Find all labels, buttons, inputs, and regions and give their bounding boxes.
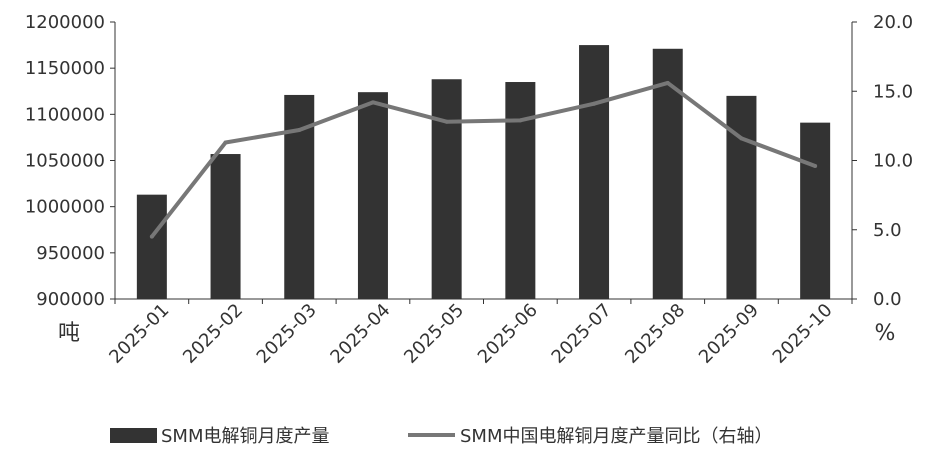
right-axis-ticks: 0.0 5.0 10.0 15.0 20.0	[852, 12, 913, 310]
left-axis-ticks: 900000 950000 1000000 1050000 1100000 1150000…	[25, 12, 115, 310]
x-tick-label: 2025-04	[326, 300, 394, 368]
bar	[800, 122, 831, 299]
right-tick-label: 10.0	[873, 151, 913, 172]
left-tick-label: 1150000	[25, 58, 105, 79]
bar	[210, 154, 241, 299]
x-tick-label: 2025-01	[105, 300, 173, 368]
x-tick-label: 2025-09	[695, 300, 763, 368]
legend-bar-swatch	[110, 428, 157, 443]
right-axis-unit-label: %	[875, 321, 896, 346]
left-axis-unit-label: 吨	[58, 321, 80, 346]
line-point	[444, 119, 449, 124]
left-tick-label: 1000000	[25, 197, 105, 218]
x-axis-ticks: 2025-01 2025-02 2025-03 2025-04 2025-05 2025-…	[105, 299, 853, 368]
line-point	[370, 100, 375, 105]
x-tick-label: 2025-07	[548, 300, 616, 368]
left-tick-label: 1050000	[25, 151, 105, 172]
bar	[726, 95, 757, 299]
line-point	[592, 101, 597, 106]
line-point	[518, 118, 523, 123]
x-tick-label: 2025-03	[253, 300, 321, 368]
bar-series	[136, 45, 831, 300]
line-point	[813, 164, 818, 169]
legend-bar-label: SMM电解铜月度产量	[161, 426, 330, 447]
left-tick-label: 1200000	[25, 12, 105, 33]
x-tick-label: 2025-10	[769, 300, 837, 368]
line-point	[149, 234, 154, 239]
left-tick-label: 900000	[36, 289, 105, 310]
left-tick-label: 1100000	[25, 104, 105, 125]
right-tick-label: 20.0	[873, 12, 913, 33]
line-point	[665, 80, 670, 85]
right-tick-label: 0.0	[873, 289, 902, 310]
bar	[579, 45, 610, 300]
line-point	[223, 140, 228, 145]
x-tick-label: 2025-06	[474, 300, 542, 368]
line-point	[739, 136, 744, 141]
line-point	[297, 128, 302, 133]
bar	[136, 194, 167, 299]
legend: SMM电解铜月度产量 SMM中国电解铜月度产量同比（右轴）	[110, 426, 773, 447]
line-series	[149, 80, 818, 239]
x-tick-label: 2025-02	[179, 300, 247, 368]
legend-line-label: SMM中国电解铜月度产量同比（右轴）	[460, 426, 773, 447]
bar	[357, 92, 388, 299]
x-tick-label: 2025-05	[400, 300, 468, 368]
right-tick-label: 5.0	[873, 220, 902, 241]
bar	[505, 82, 536, 300]
x-tick-label: 2025-08	[621, 300, 689, 368]
bar	[431, 79, 462, 299]
right-tick-label: 15.0	[873, 81, 913, 102]
line-path	[150, 80, 816, 238]
left-tick-label: 950000	[36, 243, 105, 264]
